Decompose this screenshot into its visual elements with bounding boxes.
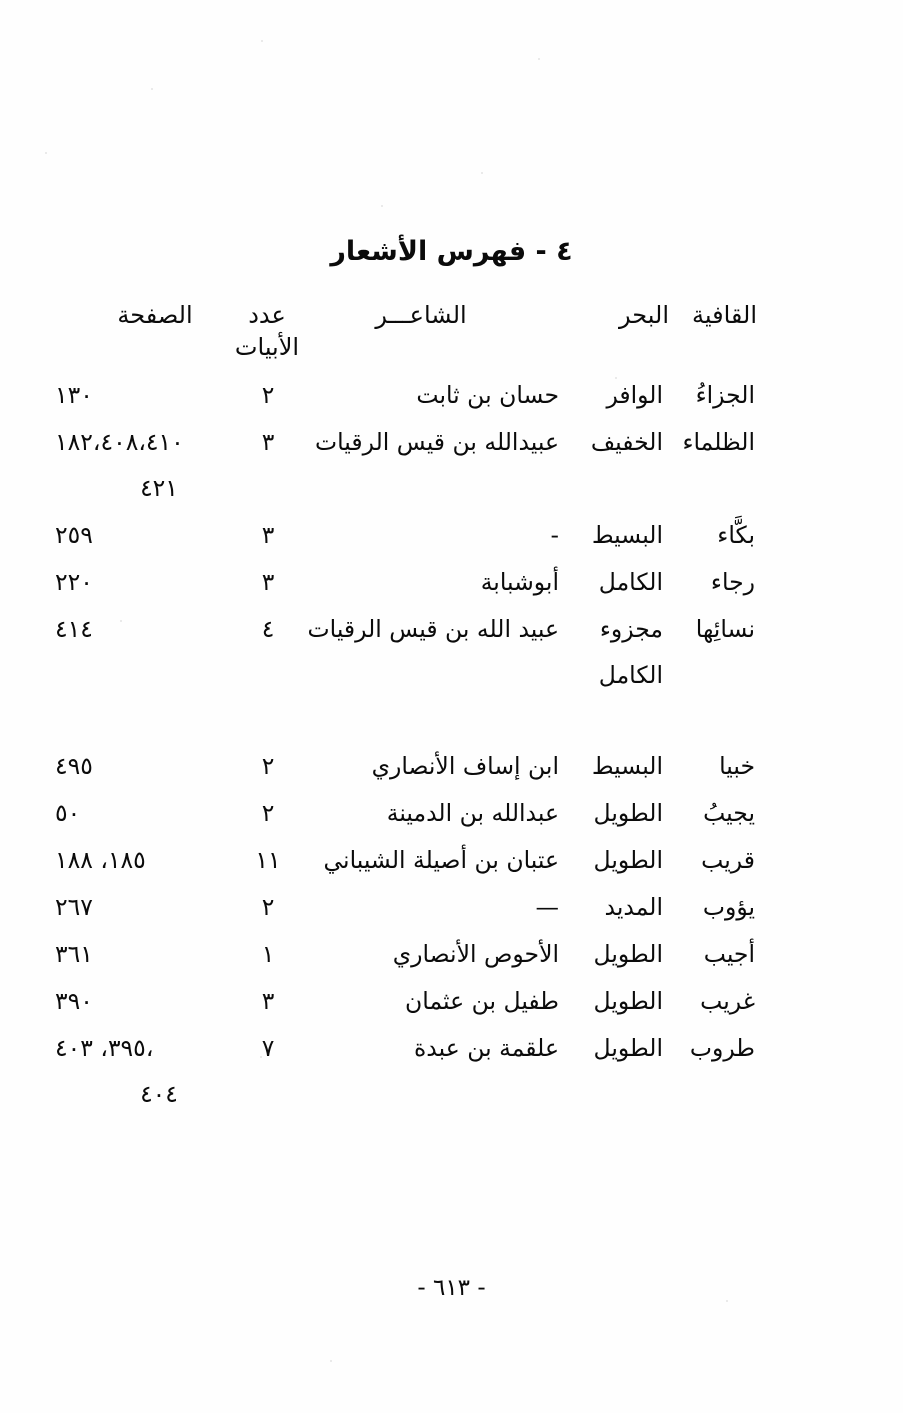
cell-verse-count: ١ bbox=[261, 940, 275, 968]
cell-pages: ٥٠ bbox=[55, 799, 81, 827]
cell-poet: ابن إساف الأنصاري bbox=[371, 752, 559, 780]
cell-pages: ٢٢٠ bbox=[55, 568, 93, 596]
cell-poet: علقمة بن عبدة bbox=[413, 1034, 559, 1062]
cell-pages: ٢٦٧ bbox=[55, 893, 93, 921]
table-header-row: القافية البحر الشاعـــر عدد الأبيات الصف… bbox=[117, 300, 757, 380]
cell-pages: ١٣٠ bbox=[55, 381, 93, 409]
cell-rhyme: أجيب bbox=[703, 940, 755, 968]
table-row: الظلماء الخفيف عبيدالله بن قيس الرقيات ٣… bbox=[55, 427, 755, 474]
cell-poet: حسان بن ثابت bbox=[416, 381, 559, 409]
cell-rhyme: الجزاءُ bbox=[695, 381, 755, 409]
section-gap bbox=[148, 707, 755, 751]
cell-poet: أبوشبابة bbox=[480, 568, 559, 596]
table-row: الجزاءُ الوافر حسان بن ثابت ٢ ١٣٠ bbox=[55, 380, 755, 427]
column-header-poet: الشاعـــر bbox=[375, 301, 467, 329]
cell-rhyme: بكَّاء bbox=[717, 521, 755, 549]
cell-verse-count: ٢ bbox=[261, 381, 275, 409]
cell-meter-continued: الكامل bbox=[598, 661, 663, 689]
table-row: بكَّاء البسيط - ٣ ٢٥٩ bbox=[55, 520, 755, 567]
table-row: خبيا البسيط ابن إساف الأنصاري ٢ ٤٩٥ bbox=[55, 751, 755, 798]
cell-meter: الطويل bbox=[593, 846, 663, 874]
cell-pages: ٣٦١ bbox=[55, 940, 93, 968]
column-header-verse-count: عدد الأبيات bbox=[234, 301, 300, 361]
table-row: غريب الطويل طفيل بن عثمان ٣ ٣٩٠ bbox=[55, 986, 755, 1033]
cell-verse-count: ٢ bbox=[261, 799, 275, 827]
cell-pages: ٣٩٠ bbox=[55, 987, 93, 1015]
column-header-meter: البحر bbox=[619, 301, 669, 329]
cell-poet: طفيل بن عثمان bbox=[405, 987, 559, 1015]
cell-verse-count: ١١ bbox=[255, 846, 281, 874]
table-row-continuation: ٤٢١ bbox=[140, 474, 755, 520]
cell-rhyme: يؤوب bbox=[702, 893, 755, 921]
table-row-continuation: الكامل bbox=[148, 661, 755, 707]
cell-meter: الخفيف bbox=[590, 428, 663, 456]
cell-meter: الطويل bbox=[593, 1034, 663, 1062]
cell-pages: ١٨٥، ١٨٨ bbox=[55, 846, 146, 874]
cell-rhyme: نسائِها bbox=[695, 615, 755, 643]
cell-meter: البسيط bbox=[591, 521, 663, 549]
cell-poet: عبيدالله بن قيس الرقيات bbox=[315, 428, 559, 456]
cell-pages-continued: ٤٢١ bbox=[140, 474, 178, 502]
cell-meter: مجزوء bbox=[599, 615, 663, 643]
table-row: يجيبُ الطويل عبدالله بن الدمينة ٢ ٥٠ bbox=[55, 798, 755, 845]
cell-verse-count: ٣ bbox=[261, 987, 275, 1015]
cell-pages: ١٨٢،٤٠٨،٤١٠ bbox=[55, 428, 184, 456]
cell-meter: الطويل bbox=[593, 799, 663, 827]
cell-rhyme: الظلماء bbox=[682, 428, 755, 456]
table-row: نسائِها مجزوء عبيد الله بن قيس الرقيات ٤… bbox=[55, 614, 755, 661]
cell-verse-count: ٢ bbox=[261, 752, 275, 780]
column-header-page: الصفحة bbox=[117, 301, 193, 329]
cell-meter: الطويل bbox=[593, 940, 663, 968]
cell-poet: عتبان بن أصيلة الشيباني bbox=[323, 846, 559, 874]
cell-meter: الوافر bbox=[606, 381, 663, 409]
cell-pages: ٣٩٥، ٤٠٣، bbox=[55, 1034, 154, 1062]
cell-rhyme: خبيا bbox=[719, 752, 755, 780]
cell-pages: ٤١٤ bbox=[55, 615, 93, 643]
cell-verse-count: ٧ bbox=[261, 1034, 275, 1062]
cell-rhyme: رجاء bbox=[710, 568, 755, 596]
cell-pages: ٤٩٥ bbox=[55, 752, 93, 780]
cell-rhyme: طروب bbox=[689, 1034, 755, 1062]
cell-poet: - bbox=[550, 521, 559, 549]
page-title: ٤ - فهرس الأشعار bbox=[330, 236, 573, 267]
page-folio: - ٦١٣ - bbox=[417, 1275, 486, 1301]
cell-meter: الطويل bbox=[593, 987, 663, 1015]
table-row: أجيب الطويل الأحوص الأنصاري ١ ٣٦١ bbox=[55, 939, 755, 986]
cell-verse-count: ٤ bbox=[261, 615, 275, 643]
cell-meter: المديد bbox=[604, 893, 664, 921]
cell-verse-count: ٣ bbox=[261, 568, 275, 596]
table-row: رجاء الكامل أبوشبابة ٣ ٢٢٠ bbox=[55, 567, 755, 614]
table-row: طروب الطويل علقمة بن عبدة ٧ ٣٩٥، ٤٠٣، bbox=[55, 1033, 755, 1080]
cell-rhyme: غريب bbox=[700, 987, 755, 1015]
cell-poet: — bbox=[535, 893, 560, 921]
cell-meter: البسيط bbox=[591, 752, 663, 780]
table-row: قريب الطويل عتبان بن أصيلة الشيباني ١١ ١… bbox=[55, 845, 755, 892]
table-row-continuation: ٤٠٤ bbox=[140, 1080, 755, 1126]
cell-pages-continued: ٤٠٤ bbox=[140, 1080, 178, 1108]
cell-verse-count: ٢ bbox=[261, 893, 275, 921]
poem-index-table: القافية البحر الشاعـــر عدد الأبيات الصف… bbox=[55, 300, 757, 1126]
cell-poet: عبدالله بن الدمينة bbox=[386, 799, 559, 827]
cell-poet: الأحوص الأنصاري bbox=[392, 940, 559, 968]
cell-poet: عبيد الله بن قيس الرقيات bbox=[307, 615, 559, 643]
column-header-rhyme: القافية bbox=[691, 301, 757, 329]
table-row: يؤوب المديد — ٢ ٢٦٧ bbox=[55, 892, 755, 939]
cell-meter: الكامل bbox=[598, 568, 663, 596]
cell-rhyme: قريب bbox=[701, 846, 755, 874]
cell-pages: ٢٥٩ bbox=[55, 521, 93, 549]
cell-verse-count: ٣ bbox=[261, 521, 275, 549]
cell-rhyme: يجيبُ bbox=[703, 799, 755, 827]
cell-verse-count: ٣ bbox=[261, 428, 275, 456]
